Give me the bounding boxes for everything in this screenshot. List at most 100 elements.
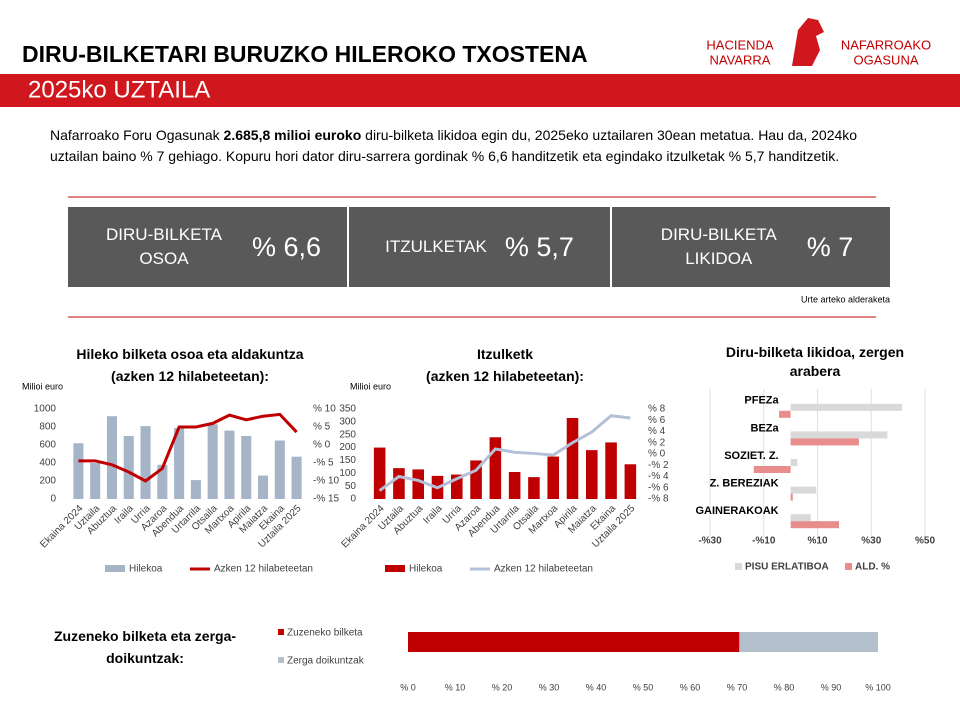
y-tick-label: 800 [39,422,56,433]
legend-swatch [278,629,284,635]
x-tick-label: % 20 [492,682,513,692]
bar [790,431,888,439]
y-tick-label: 0 [50,494,56,505]
bar [790,438,859,446]
x-tick-label: %10 [807,536,827,547]
x-tick-label: %30 [861,536,881,547]
bar [412,469,424,499]
x-tick-label: % 0 [400,682,416,692]
y-tick-label: 200 [39,476,56,487]
bar [123,436,134,499]
report-title: DIRU-BILKETARI BURUZKO HILEROKO TXOSTENA [22,41,588,67]
y-tick-label: 150 [339,455,356,466]
x-tick-label: -%10 [752,536,776,547]
bar [790,403,903,411]
y-tick-label: 350 [339,404,356,415]
bar [790,493,793,501]
bar [586,450,598,499]
y2-tick-label: % 2 [648,437,666,448]
bar [779,410,791,418]
y-tick-label: 1000 [34,404,57,415]
bar [190,480,201,499]
legend-swatch [735,563,742,570]
chart-subtitle: (azken 12 hilabeteetan): [426,368,584,384]
bar [753,466,791,473]
x-tick-label: % 60 [680,682,701,692]
legend-label: Hilekoa [409,564,443,575]
bar [140,426,151,499]
chart-title-text: Hileko bilketa osoa eta aldakuntza [76,346,304,362]
y2-tick-label: -% 2 [648,460,669,471]
intro-part: diru-bilketa likidoa egin du, 2025eko uz… [50,127,858,164]
intro-part: Nafarroako Foru Ogasunak [50,127,224,143]
bar [451,474,463,499]
legend-swatch [105,565,125,572]
y2-tick-label: % 5 [313,422,331,433]
bar [566,418,579,499]
subtitle-band [0,74,960,107]
bar [258,475,269,499]
line [78,412,298,483]
chart-title: Hileko bilketa osoa eta aldakuntza (azken… [40,343,340,387]
y-axis-label: Milioi euro [350,381,391,391]
kpi-box: DIRU-BILKETA OSOA % 6,6 [68,207,347,287]
kpi-box: DIRU-BILKETA LIKIDOA % 7 [612,207,890,287]
kpi-label: DIRU-BILKETA LIKIDOA [660,225,777,268]
legend-label: Azken 12 hilabeteetan [214,564,313,575]
chart-title: Diru-bilketa likidoa, zergen arabera [725,344,905,379]
bar [790,521,839,529]
y-axis-label: Milioi euro [22,381,63,391]
bar [739,632,878,652]
bar [408,632,740,652]
x-tick-label: % 80 [774,682,795,692]
intro-part: 2.685,8 milioi euroko [223,127,362,143]
bar [489,437,502,499]
kpi-box: ITZULKETAK % 5,7 [349,207,610,287]
bar [624,464,637,499]
bar [470,460,482,499]
y-tick-label: 0 [350,494,356,505]
y-tick-label: 600 [39,440,56,451]
y2-tick-label: -% 15 [313,494,340,505]
bar [373,447,386,499]
x-tick-label: % 90 [821,682,842,692]
bar [605,442,617,499]
legend-swatch [845,563,852,570]
bar [241,436,252,499]
report-subtitle: 2025ko UZTAILA [28,76,210,103]
y-tick-label: 400 [39,458,56,469]
y-tick-label: 200 [339,442,356,453]
bar [174,427,185,499]
logo-text: HACIENDA [706,37,774,52]
y-tick-label: 50 [345,481,357,492]
kpi-value: % 6,6 [251,231,322,262]
x-tick-label: % 10 [445,682,466,692]
bar [207,424,218,499]
y2-tick-label: % 6 [648,415,666,426]
category-label: SOZIET. Z. [724,450,778,462]
x-tick-label: %50 [915,536,935,547]
bar [547,456,559,499]
y2-tick-label: -% 5 [313,458,334,469]
line [378,414,631,492]
chart-title: Zuzeneko bilketa eta zerga-doikuntzak: [53,628,237,666]
logo-text: NAVARRA [710,52,771,67]
kpi-value: % 7 [806,231,854,262]
y-tick-label: 100 [339,468,356,479]
category-label: Z. BEREZIAK [710,478,779,490]
bar [291,456,302,499]
intro-text: Nafarroako Foru Ogasunak 2.685,8 milioi … [50,125,895,167]
legend-label: Azken 12 hilabeteetan [494,564,593,575]
x-tick-label: % 70 [727,682,748,692]
x-tick-label: % 40 [586,682,607,692]
bar [508,472,521,499]
y2-tick-label: % 4 [648,426,666,437]
logo-text: NAFARROAKO [841,37,931,52]
bar [106,416,117,499]
chart-title-text: Itzulketk [476,346,533,362]
legend-label: ALD. % [855,562,890,573]
y-tick-label: 250 [339,429,356,440]
y2-tick-label: % 8 [648,404,666,415]
